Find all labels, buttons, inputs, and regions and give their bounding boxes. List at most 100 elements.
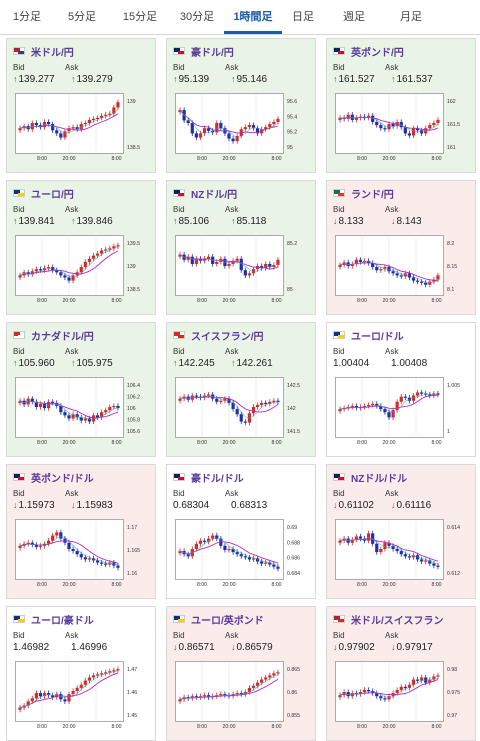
candle bbox=[51, 695, 55, 698]
bid-label: Bid bbox=[173, 347, 185, 356]
x-tick-label: 20:00 bbox=[223, 724, 236, 730]
arrow-down-icon: ↓ bbox=[333, 642, 338, 652]
candle bbox=[276, 566, 280, 569]
pair-name[interactable]: 豪ドル/ドル bbox=[191, 473, 244, 485]
rate-card[interactable]: ユーロ/豪ドル Bid Ask 1.46982 1.46996 1.47 1.46 1.45 8… bbox=[6, 606, 156, 741]
rate-card[interactable]: ユーロ/円 Bid Ask ↑139.841 ↑139.846 139.5 139 138.5… bbox=[6, 180, 156, 315]
candle bbox=[272, 121, 276, 125]
candle bbox=[71, 691, 75, 695]
moving-average-line-short bbox=[19, 536, 119, 566]
tab-4[interactable]: 1時間足 bbox=[224, 0, 282, 34]
candle bbox=[91, 118, 96, 121]
pair-name[interactable]: 米ドル/スイスフラン bbox=[351, 615, 444, 627]
tab-2[interactable]: 15分足 bbox=[122, 11, 158, 23]
x-tick-label: 20:00 bbox=[63, 156, 76, 162]
candle bbox=[194, 258, 198, 264]
candle bbox=[235, 258, 239, 261]
x-tick-label: 20:00 bbox=[223, 582, 236, 588]
tab-0[interactable]: 1分足 bbox=[12, 11, 42, 23]
tab-5[interactable]: 日足 bbox=[292, 11, 314, 23]
ask-value: 95.146 bbox=[236, 74, 268, 85]
y-tick-label: 95 bbox=[287, 145, 293, 151]
bid-value: 1.15973 bbox=[18, 500, 55, 511]
candle bbox=[415, 679, 420, 681]
pair-name[interactable]: 英ポンド/円 bbox=[351, 47, 404, 59]
candle bbox=[260, 402, 264, 405]
moving-average-line-short bbox=[339, 393, 439, 413]
candle bbox=[18, 545, 22, 548]
rate-card[interactable]: ランド/円 Bid Ask ↓8.133 ↓8.143 8.2 8.15 8.1 8:00 20:… bbox=[326, 180, 476, 315]
candle bbox=[83, 418, 87, 421]
candle bbox=[186, 554, 190, 557]
candle bbox=[407, 133, 411, 136]
pair-name[interactable]: ユーロ/ドル bbox=[351, 331, 404, 343]
ask-value: 0.61116 bbox=[396, 500, 432, 511]
rate-card[interactable]: 豪ドル/円 Bid Ask ↑95.139 ↑95.146 95.6 95.4 95.2 95 8… bbox=[166, 38, 316, 173]
y-tick-label: 8.15 bbox=[447, 264, 457, 270]
candle bbox=[51, 401, 55, 403]
candle bbox=[95, 674, 100, 676]
rate-card[interactable]: 英ポンド/円 Bid Ask ↑161.527 ↑161.537 162 161.5 161 8… bbox=[326, 38, 476, 173]
bid-value-group: ↑142.245 bbox=[173, 358, 225, 369]
y-tick-label: 0.98 bbox=[447, 667, 457, 673]
ask-value-group: ↑139.279 bbox=[71, 74, 113, 85]
pair-name[interactable]: ユーロ/豪ドル bbox=[31, 615, 94, 627]
pair-name[interactable]: ユーロ/円 bbox=[31, 189, 74, 201]
candle bbox=[100, 673, 104, 675]
pair-name[interactable]: ランド/円 bbox=[351, 189, 394, 201]
bid-ask-labels: Bid Ask bbox=[333, 347, 398, 356]
ask-value: 0.97917 bbox=[396, 642, 433, 653]
chart-frame bbox=[335, 519, 444, 580]
bid-value-group: ↓1.15973 bbox=[13, 500, 65, 511]
rate-card[interactable]: ユーロ/ドル Bid Ask 1.00404 1.00408 1.005 1 8:00 20:0… bbox=[326, 322, 476, 457]
candle bbox=[399, 275, 403, 277]
rate-card[interactable]: NZドル/円 Bid Ask ↑85.106 ↑85.118 85.2 85 8:00 20:0… bbox=[166, 180, 316, 315]
bid-value: 85.106 bbox=[178, 216, 210, 227]
rate-card[interactable]: カナダドル/円 Bid Ask ↑105.960 ↑105.975 106.4 106.2 1… bbox=[6, 322, 156, 457]
candle bbox=[338, 409, 342, 412]
bid-ask-labels: Bid Ask bbox=[173, 489, 238, 498]
rate-card[interactable]: 豪ドル/ドル Bid Ask 0.68304 0.68313 0.69 0.688 0.686… bbox=[166, 464, 316, 599]
candle bbox=[371, 533, 375, 544]
flag-icon bbox=[173, 47, 185, 55]
pair-name[interactable]: 豪ドル/円 bbox=[191, 47, 234, 59]
rate-card[interactable]: スイスフラン/円 Bid Ask ↑142.245 ↑142.261 142.5 142 14… bbox=[166, 322, 316, 457]
pair-name[interactable]: 英ポンド/ドル bbox=[31, 473, 94, 485]
rate-card[interactable]: ユーロ/英ポンド Bid Ask ↓0.86571 ↓0.86579 0.865 0.86 0… bbox=[166, 606, 316, 741]
mini-chart: 139.5 139 138.5 8:00 20:00 8:00 bbox=[15, 235, 140, 304]
rate-card[interactable]: 米ドル/スイスフラン Bid Ask ↓0.97902 ↓0.97917 0.98 0.97… bbox=[326, 606, 476, 741]
candle bbox=[272, 673, 276, 676]
y-tick-label: 1.165 bbox=[127, 548, 140, 554]
ask-value: 0.68313 bbox=[231, 500, 268, 511]
tab-3[interactable]: 30分足 bbox=[179, 11, 215, 23]
candle bbox=[420, 559, 424, 562]
mini-chart: 8.2 8.15 8.1 8:00 20:00 8:00 bbox=[335, 235, 457, 304]
x-tick-label: 8:00 bbox=[357, 724, 367, 730]
rate-card[interactable]: 米ドル/円 Bid Ask ↑139.277 ↑139.279 139 138.5 8:00 2… bbox=[6, 38, 156, 173]
rate-card[interactable]: 英ポンド/ドル Bid Ask ↓1.15973 ↓1.15983 1.17 1.165 1.… bbox=[6, 464, 156, 599]
candle bbox=[235, 409, 239, 415]
pair-name[interactable]: NZドル/ドル bbox=[351, 473, 408, 485]
bid-value: 105.960 bbox=[18, 358, 55, 369]
tab-1[interactable]: 5分足 bbox=[67, 11, 97, 23]
candle bbox=[403, 127, 407, 134]
candle bbox=[34, 544, 38, 547]
tab-7[interactable]: 月足 bbox=[400, 11, 422, 23]
pair-name[interactable]: カナダドル/円 bbox=[31, 331, 94, 343]
candle bbox=[83, 680, 87, 685]
y-tick-label: 106 bbox=[127, 406, 136, 412]
candle bbox=[264, 562, 268, 564]
ask-label: Ask bbox=[385, 63, 399, 72]
rate-card[interactable]: NZドル/ドル Bid Ask ↓0.61102 ↓0.61116 0.614 0.612 8… bbox=[326, 464, 476, 599]
arrow-up-icon: ↑ bbox=[13, 358, 18, 368]
pair-name[interactable]: 米ドル/円 bbox=[31, 47, 74, 59]
candle bbox=[71, 549, 75, 552]
pair-name[interactable]: スイスフラン/円 bbox=[191, 331, 264, 343]
candle bbox=[436, 675, 440, 677]
pair-name[interactable]: NZドル/円 bbox=[191, 189, 238, 201]
pair-name[interactable]: ユーロ/英ポンド bbox=[191, 615, 264, 627]
bid-ask-labels: Bid Ask bbox=[333, 631, 398, 640]
bid-ask-values: ↑85.106 ↑85.118 bbox=[173, 216, 272, 227]
tab-6[interactable]: 週足 bbox=[343, 11, 365, 23]
y-tick-label: 105.8 bbox=[127, 418, 140, 424]
